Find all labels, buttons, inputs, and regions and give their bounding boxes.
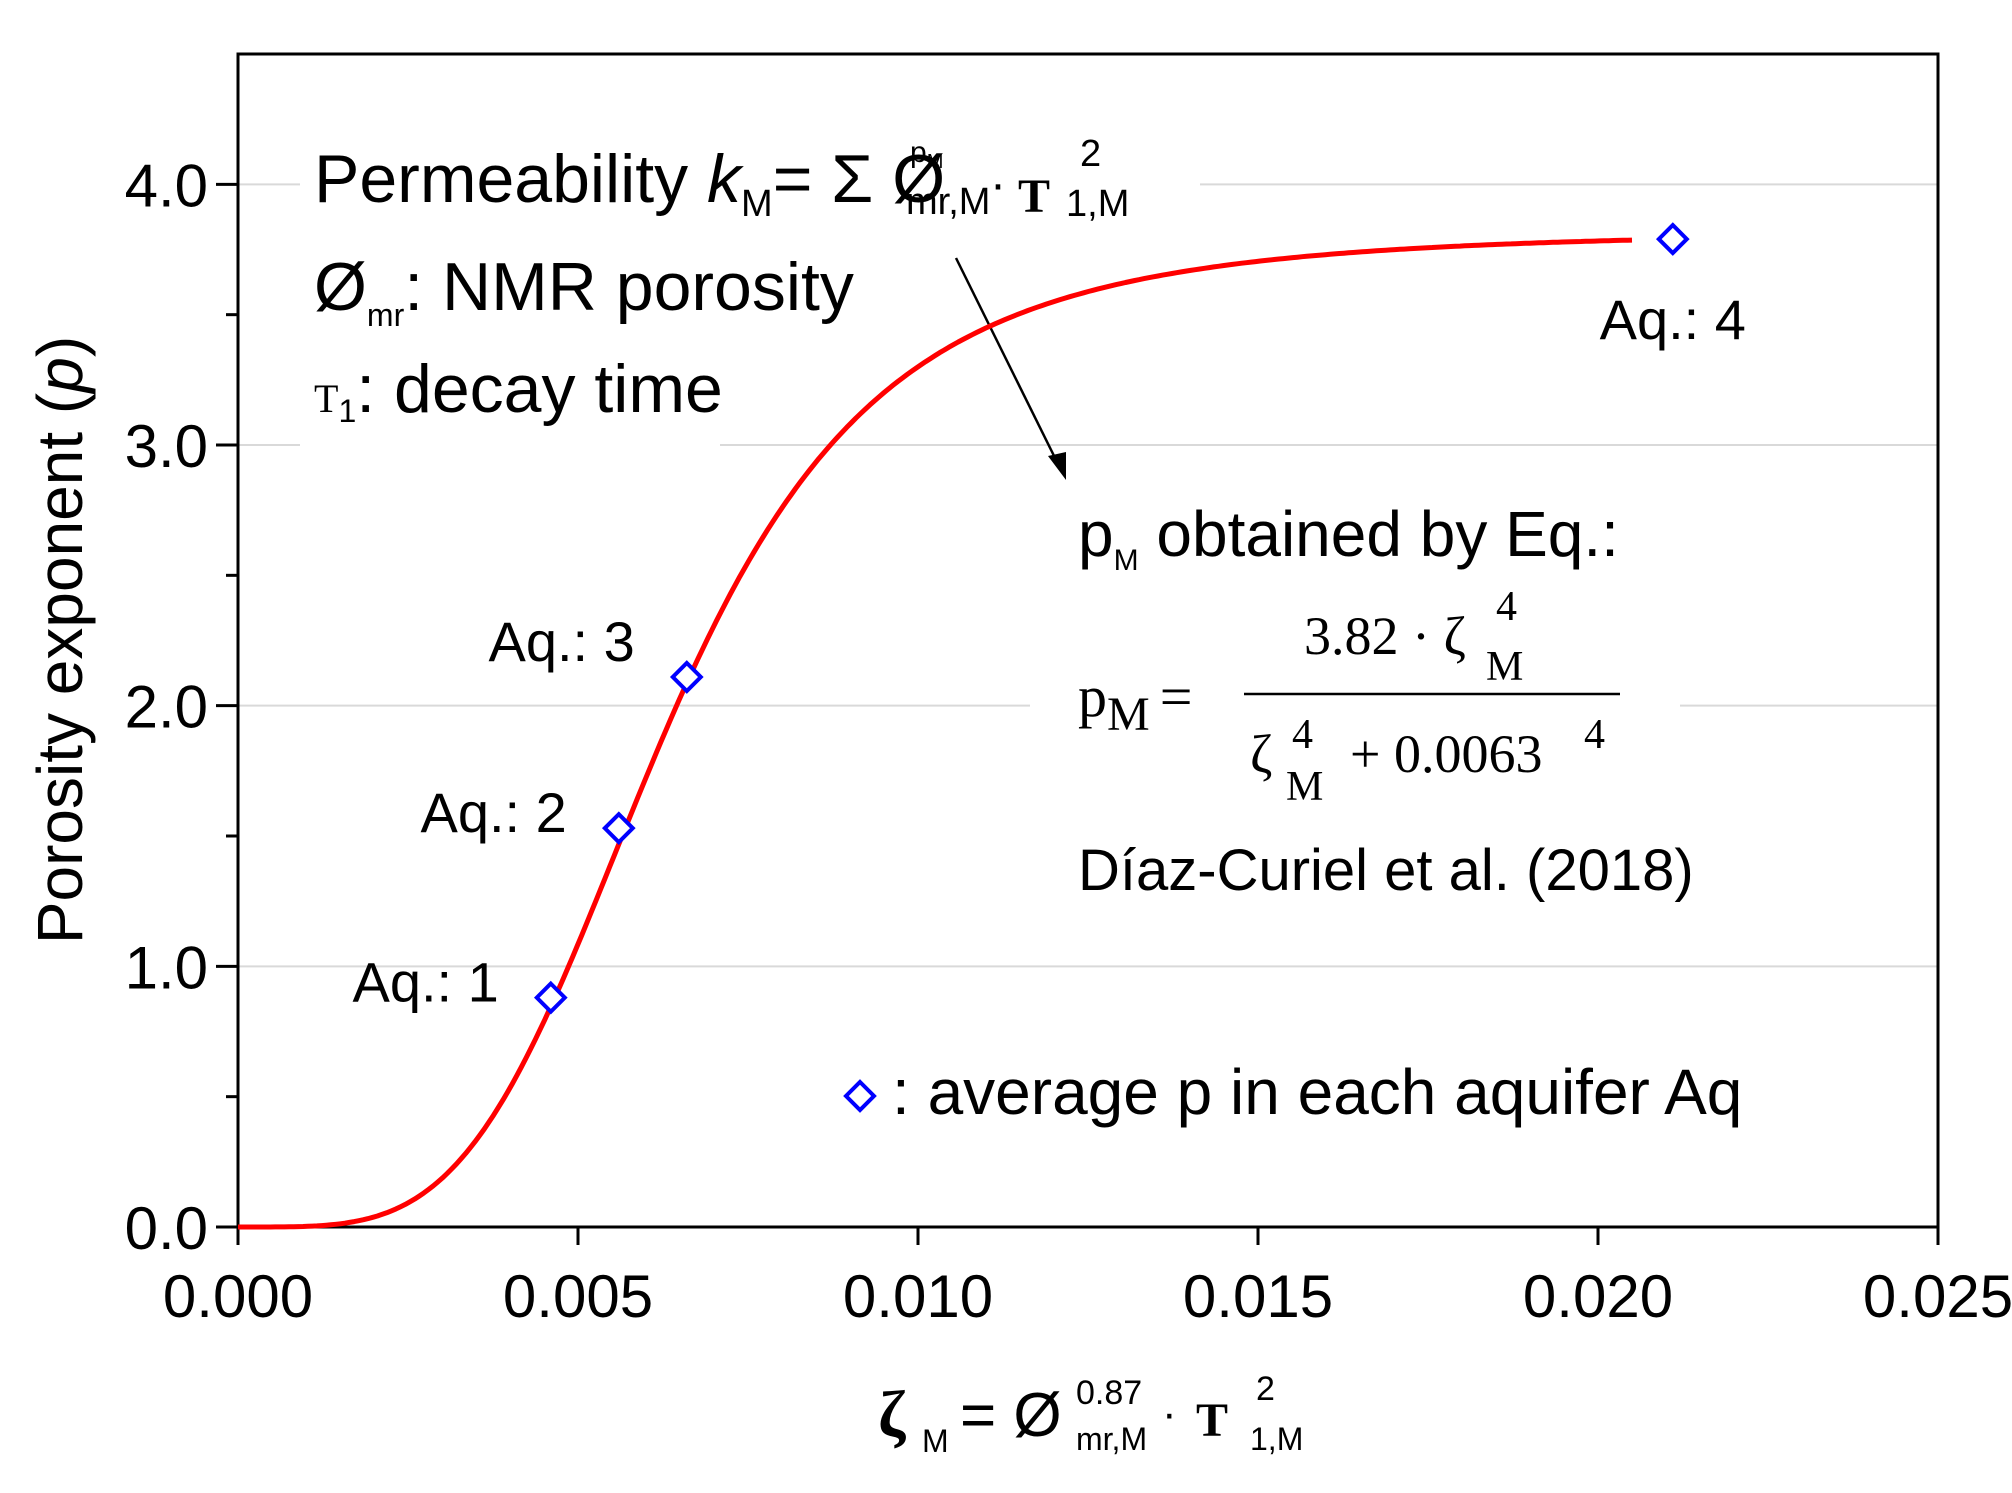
equation-eq: =: [1160, 664, 1193, 729]
equation-den-zeta: ζ: [1250, 724, 1272, 784]
equation-den-sup: 4: [1292, 712, 1313, 758]
permeability-phi-sup: pM: [910, 136, 943, 173]
fit-curve: [238, 237, 1633, 1230]
data-point-label-aq-3: Aq.: 3: [488, 610, 634, 673]
x-axis-label-zeta-sub: M: [922, 1423, 949, 1459]
equation-numerator: 3.82 · ζ: [1304, 606, 1466, 666]
nmr-sub: mr: [367, 297, 405, 333]
data-point-label-aq-4: Aq.: 4: [1600, 288, 1746, 351]
x-axis-label-phi-sup: 0.87: [1076, 1374, 1142, 1412]
nmr-phi-symbol: Ø: [314, 249, 367, 325]
permeability-tau: T: [1018, 170, 1050, 223]
x-tick-label: 0.025: [1863, 1263, 2012, 1330]
x-axis-label-phi-sub: mr,M: [1076, 1421, 1147, 1457]
data-point-aq-2: [601, 811, 636, 846]
citation: Díaz-Curiel et al. (2018): [1078, 838, 1694, 903]
annotation-arrow-head: [1048, 452, 1066, 480]
nmr-backdrop: [300, 254, 740, 344]
x-tick-label: 0.010: [843, 1263, 993, 1330]
equation-num-sup: 4: [1496, 584, 1517, 630]
obtained-p: p: [1078, 498, 1114, 570]
y-tick-label: 0.0: [125, 1195, 208, 1262]
y-tick-label: 1.0: [125, 934, 208, 1001]
data-point-aq-1: [533, 980, 568, 1015]
x-axis-label-tau-sup: 2: [1256, 1370, 1275, 1408]
data-point-aq-3: [669, 660, 704, 694]
equation-den-sub: M: [1286, 764, 1323, 810]
obtained-annotation: pM obtained by Eq.:: [1078, 498, 1619, 577]
decay-sub: 1: [338, 393, 356, 429]
obtained-text: obtained by Eq.:: [1139, 498, 1619, 570]
decay-backdrop: [300, 356, 720, 446]
equation-lhs: pM =: [1078, 664, 1192, 741]
plot-frame: [236, 52, 1940, 1229]
x-tick-label: 0.000: [163, 1263, 313, 1330]
x-tick-label: 0.005: [503, 1263, 653, 1330]
y-axis-label-before: Porosity exponent (: [24, 393, 96, 944]
annotation-arrow-line: [954, 257, 1064, 473]
equation: pM = 3.82 · ζ 4 M ζ 4 M + 0.0063 4: [1078, 584, 1620, 810]
equation-lhs-sub: M: [1107, 688, 1150, 741]
permeability-phi-sup-p: p: [910, 136, 927, 169]
equation-den-rest-sup: 4: [1584, 712, 1605, 758]
y-axis-label-italic: p: [24, 357, 96, 395]
point-labels: Aq.: 1 Aq.: 2 Aq.: 3 Aq.: 4: [352, 288, 1745, 1014]
permeability-dot: ·: [990, 158, 1006, 211]
axis-ticks: [216, 182, 1940, 1245]
legend-text: : average p in each aquifer Aq: [892, 1056, 1742, 1128]
decay-text: : decay time: [356, 351, 723, 427]
nmr-text: : NMR porosity: [404, 249, 854, 325]
permeability-tau-sub: 1,M: [1066, 183, 1129, 225]
obtained-backdrop: [1060, 500, 1620, 590]
series-layer: [238, 222, 1690, 1230]
x-axis-label-tau: T: [1196, 1394, 1228, 1447]
x-axis-label-zeta: ζ: [878, 1378, 906, 1451]
permeability-phi-sub: mr,M: [906, 181, 990, 223]
permeability-k-sub: M: [741, 183, 773, 225]
permeability-phi-sup-sub: M: [927, 151, 944, 173]
permeability-annotation: Permeability kM= Σ Ø: [314, 141, 945, 225]
data-point-label-aq-1: Aq.: 1: [352, 951, 498, 1014]
obtained-p-sub: M: [1114, 544, 1139, 577]
y-axis-label: Porosity exponent (p): [24, 336, 96, 944]
x-axis-label-dot: ·: [1162, 1389, 1177, 1438]
x-axis-label: ζ M = Ø 0.87 mr,M · T 2 1,M: [878, 1370, 1303, 1459]
tick-labels: 0.0 1.0 2.0 3.0 4.0 0.000 0.005 0.010 0.015 0.020…: [125, 152, 2012, 1330]
data-point-label-aq-2: Aq.: 2: [420, 781, 566, 844]
equation-lhs-p: p: [1078, 664, 1107, 729]
y-axis-label-after: ): [24, 336, 96, 357]
permeability-backdrop: [300, 142, 1200, 242]
permeability-tau-sup: 2: [1080, 133, 1101, 175]
equation-den-rest: + 0.0063: [1350, 724, 1542, 784]
x-axis-label-tau-sub: 1,M: [1250, 1421, 1303, 1457]
equation-num-sub: M: [1486, 644, 1523, 690]
x-tick-label: 0.020: [1523, 1263, 1673, 1330]
decay-annotation: T1: decay time: [314, 351, 723, 429]
decay-tau-symbol: T: [314, 376, 338, 421]
data-point-aq-4: [1655, 222, 1690, 256]
permeability-sum-phi: = Σ Ø: [773, 141, 945, 217]
permeability-prefix: Permeability: [314, 141, 707, 217]
equation-backdrop: [1030, 595, 1680, 815]
x-axis-label-eq: = Ø: [960, 1381, 1062, 1450]
x-tick-label: 0.015: [1183, 1263, 1333, 1330]
legend-marker: [843, 1079, 877, 1113]
permeability-k: k: [707, 141, 744, 217]
y-tick-label: 4.0: [125, 152, 208, 219]
nmr-annotation: Ømr: NMR porosity: [314, 249, 854, 333]
y-tick-label: 2.0: [125, 674, 208, 741]
y-tick-label: 3.0: [125, 413, 208, 480]
